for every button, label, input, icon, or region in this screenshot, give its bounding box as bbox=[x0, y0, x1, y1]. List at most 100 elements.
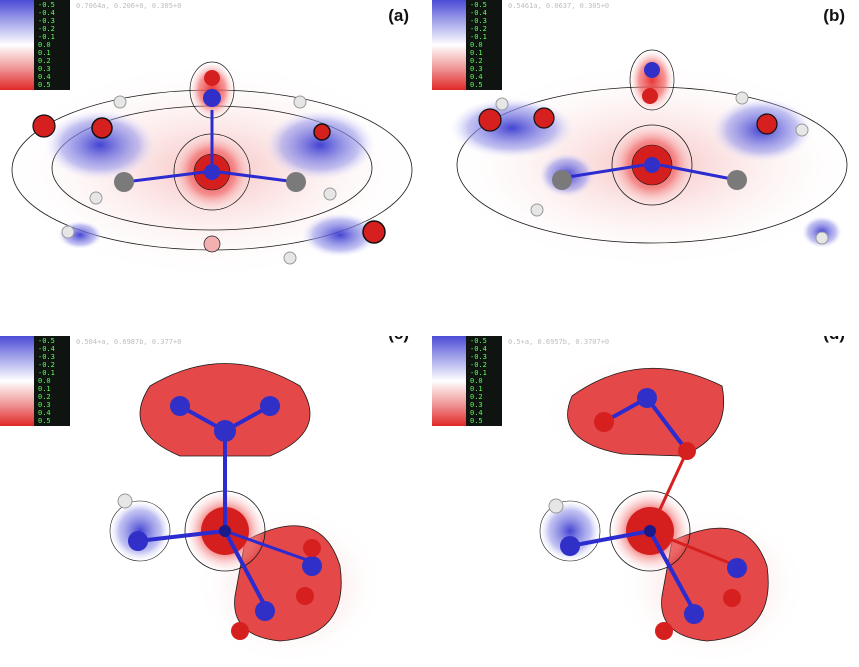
color-gradient-c bbox=[0, 336, 34, 426]
tick-label: 0.1 bbox=[38, 49, 51, 57]
left-carbon-b bbox=[552, 170, 572, 190]
top-oxygen-a bbox=[204, 70, 220, 86]
tick-label: 0.2 bbox=[470, 393, 483, 401]
right-lower-blue-a bbox=[302, 213, 378, 257]
scale-ticks-b: -0.5 -0.4 -0.3 -0.2 -0.1 0.0 0.1 0.2 0.3… bbox=[466, 0, 502, 90]
left-oxygen-a bbox=[32, 114, 56, 138]
density-map-a bbox=[2, 60, 422, 280]
color-scale-legend-c: -0.5 -0.4 -0.3 -0.2 -0.1 0.0 0.1 0.2 0.3… bbox=[0, 336, 72, 426]
panel-c: -0.5 -0.4 -0.3 -0.2 -0.1 0.0 0.1 0.2 0.3… bbox=[0, 336, 425, 667]
coordinate-readout-a: 0.7064a, 0.206+0, 0.305+0 bbox=[76, 2, 182, 10]
tick-label: 0.0 bbox=[470, 377, 483, 385]
coordinate-readout-b: 0.5461a, 0.0637, 0.305+0 bbox=[508, 2, 610, 10]
top-left-atom-c bbox=[170, 396, 190, 416]
bond-left-a bbox=[124, 170, 206, 184]
tick-label: 0.2 bbox=[470, 57, 483, 65]
left-atom-c bbox=[128, 531, 148, 551]
h-atom-a-4 bbox=[293, 95, 307, 109]
color-gradient-d bbox=[432, 336, 466, 426]
bottom-density-a bbox=[203, 235, 221, 253]
scale-ticks-c: -0.5 -0.4 -0.3 -0.2 -0.1 0.0 0.1 0.2 0.3… bbox=[34, 336, 70, 426]
tick-label: 0.3 bbox=[470, 401, 483, 409]
top-atom-a bbox=[203, 89, 221, 107]
left-blue-region-c bbox=[109, 500, 171, 562]
h-atom-a-2 bbox=[89, 191, 103, 205]
tick-label: -0.5 bbox=[470, 1, 487, 9]
density-map-c bbox=[109, 356, 385, 666]
top-density-d bbox=[567, 367, 724, 457]
tick-label: 0.3 bbox=[38, 401, 51, 409]
panel-d: -0.5 -0.4 -0.3 -0.2 -0.1 0.0 0.1 0.2 0.3… bbox=[432, 336, 859, 667]
h-atom-c-1 bbox=[117, 493, 133, 509]
left-atom-d bbox=[560, 536, 580, 556]
top-center-atom-c bbox=[214, 420, 236, 442]
panel-b: -0.5 -0.4 -0.3 -0.2 -0.1 0.0 0.1 0.2 0.3… bbox=[432, 0, 859, 330]
top-oxygen-b bbox=[642, 88, 658, 104]
color-gradient-b bbox=[432, 0, 466, 90]
tick-label: 0.3 bbox=[38, 65, 51, 73]
tick-label: -0.3 bbox=[470, 17, 487, 25]
bond-left-d bbox=[569, 529, 651, 548]
tick-label: 0.2 bbox=[38, 393, 51, 401]
bond-left-b bbox=[561, 163, 645, 180]
tick-label: 0.4 bbox=[470, 73, 483, 81]
tick-label: -0.3 bbox=[38, 17, 55, 25]
right-oxygen-c bbox=[296, 587, 314, 605]
tick-label: -0.2 bbox=[470, 361, 487, 369]
bond-top-right-d bbox=[645, 396, 689, 453]
tick-label: -0.1 bbox=[38, 369, 55, 377]
h-atom-a-5 bbox=[323, 187, 337, 201]
color-scale-legend-b: -0.5 -0.4 -0.3 -0.2 -0.1 0.0 0.1 0.2 0.3… bbox=[432, 0, 504, 90]
left-blue-region-a bbox=[45, 110, 155, 180]
tick-label: -0.4 bbox=[38, 345, 55, 353]
central-atom-c bbox=[219, 525, 231, 537]
bond-right-b bbox=[659, 163, 738, 182]
left-carbon-a bbox=[114, 172, 134, 192]
top-atom-d bbox=[637, 388, 657, 408]
right-atom-d bbox=[727, 558, 747, 578]
density-map-b bbox=[442, 49, 859, 270]
color-scale-legend-a: -0.5 -0.4 -0.3 -0.2 -0.1 0.0 0.1 0.2 0.3… bbox=[0, 0, 72, 90]
central-atom-a bbox=[204, 164, 220, 180]
right-oxygen-b bbox=[756, 113, 778, 135]
h-atom-b-5 bbox=[815, 231, 829, 245]
h-atom-b-1 bbox=[495, 97, 509, 111]
tick-label: 0.0 bbox=[38, 41, 51, 49]
tick-label: 0.4 bbox=[38, 73, 51, 81]
tick-label: -0.3 bbox=[470, 353, 487, 361]
top-left-oxygen-d bbox=[594, 412, 614, 432]
left-blue-region-d bbox=[539, 500, 601, 562]
left-oxygen-2-b bbox=[533, 107, 555, 129]
bottom-oxygen-c bbox=[231, 622, 249, 640]
right-oxygen-d bbox=[723, 589, 741, 607]
coordinate-readout-c: 0.504+a, 0.6987b, 0.377+0 bbox=[76, 338, 182, 346]
bond-bottom-c bbox=[223, 530, 267, 607]
tick-label: -0.2 bbox=[38, 25, 55, 33]
h-atom-b-3 bbox=[735, 91, 749, 105]
scale-ticks-d: -0.5 -0.4 -0.3 -0.2 -0.1 0.0 0.1 0.2 0.3… bbox=[466, 336, 502, 426]
right-atom-c bbox=[302, 556, 322, 576]
panel-label-b: (b) bbox=[823, 6, 845, 25]
color-gradient-a bbox=[0, 0, 34, 90]
h-atom-b-4 bbox=[795, 123, 809, 137]
tick-label: 0.5 bbox=[470, 81, 483, 89]
bond-right-a bbox=[218, 170, 297, 184]
tick-label: -0.4 bbox=[470, 9, 487, 17]
bond-right-d bbox=[649, 529, 738, 568]
right-carbon-b bbox=[727, 170, 747, 190]
tick-label: -0.5 bbox=[38, 1, 55, 9]
tick-label: 0.4 bbox=[470, 409, 483, 417]
tick-label: 0.5 bbox=[38, 81, 51, 89]
right-oxygen-a bbox=[313, 123, 331, 141]
central-atom-b bbox=[644, 157, 660, 173]
tick-label: -0.4 bbox=[38, 9, 55, 17]
tick-label: -0.4 bbox=[470, 345, 487, 353]
tick-label: 0.1 bbox=[470, 49, 483, 57]
left-oxygen-2-a bbox=[91, 117, 113, 139]
tick-label: 0.0 bbox=[38, 377, 51, 385]
panel-label-a: (a) bbox=[388, 6, 409, 25]
bond-right-c bbox=[224, 529, 311, 563]
top-atom-b bbox=[644, 62, 660, 78]
bottom-atom-d bbox=[684, 604, 704, 624]
top-right-oxygen-d bbox=[678, 442, 696, 460]
